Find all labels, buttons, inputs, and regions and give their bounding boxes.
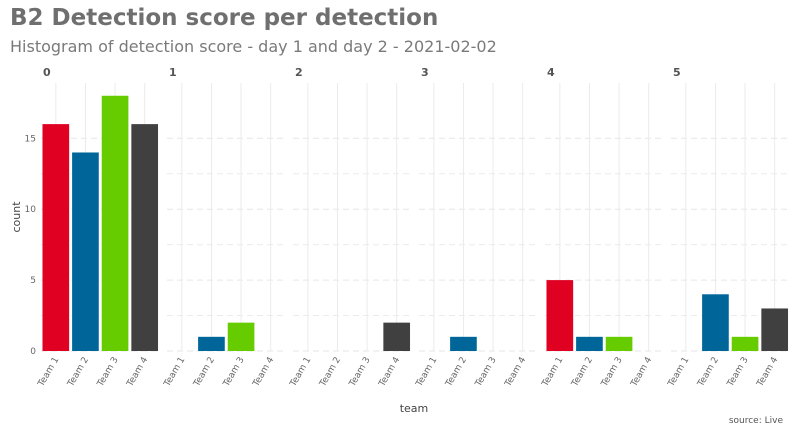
x-tick-label: Team 2 — [192, 356, 217, 390]
bar-3-team-2 — [450, 336, 477, 351]
y-tick-label: 10 — [25, 205, 37, 215]
x-tick-label: Team 1 — [288, 356, 313, 390]
x-tick-label: Team 2 — [66, 356, 91, 390]
source-caption: source: Live — [728, 416, 783, 426]
x-tick-label: Team 3 — [95, 356, 120, 390]
x-axis-title: team — [400, 402, 429, 415]
facet-label-1: 1 — [169, 66, 177, 79]
bar-4-team-2 — [576, 336, 603, 351]
x-tick-label: Team 4 — [503, 355, 528, 389]
x-tick-label: Team 2 — [696, 356, 721, 390]
x-tick-label: Team 4 — [125, 355, 150, 389]
x-tick-label: Team 3 — [599, 356, 624, 390]
x-tick-label: Team 1 — [414, 356, 439, 390]
bar-4-team-3 — [605, 336, 633, 351]
x-tick-label: Team 4 — [251, 355, 276, 389]
facet-label-4: 4 — [547, 66, 555, 79]
chart-subtitle: Histogram of detection score - day 1 and… — [10, 37, 497, 56]
x-tick-label: Team 2 — [444, 356, 469, 390]
facet-label-3: 3 — [421, 66, 429, 79]
x-tick-label: Team 1 — [36, 356, 61, 390]
bar-0-team-2 — [72, 152, 99, 351]
bar-5-team-2 — [702, 294, 729, 351]
x-tick-label: Team 3 — [473, 356, 498, 390]
x-tick-label: Team 3 — [725, 356, 750, 390]
y-tick-label: 5 — [30, 276, 36, 286]
y-tick-label: 15 — [25, 134, 36, 144]
facet-label-0: 0 — [43, 66, 51, 79]
x-tick-label: Team 1 — [162, 356, 187, 390]
bar-0-team-3 — [101, 95, 129, 351]
bar-0-team-1 — [42, 124, 70, 351]
bar-0-team-4 — [131, 124, 159, 351]
x-tick-label: Team 3 — [221, 356, 246, 390]
facet-label-2: 2 — [295, 66, 303, 79]
x-tick-label: Team 3 — [347, 356, 372, 390]
bar-4-team-1 — [546, 280, 574, 351]
chart-title: B2 Detection score per detection — [10, 5, 439, 31]
bar-5-team-3 — [731, 336, 759, 351]
x-tick-label: Team 1 — [666, 356, 691, 390]
y-tick-label: 0 — [30, 347, 36, 357]
x-tick-label: Team 4 — [755, 355, 780, 389]
x-tick-label: Team 2 — [318, 356, 343, 390]
x-tick-label: Team 4 — [629, 355, 654, 389]
bar-1-team-3 — [227, 322, 255, 351]
x-tick-label: Team 2 — [570, 356, 595, 390]
x-tick-label: Team 1 — [540, 356, 565, 390]
y-axis-title: count — [10, 201, 23, 233]
x-tick-label: Team 4 — [377, 355, 402, 389]
facet-label-5: 5 — [673, 66, 681, 79]
bar-5-team-4 — [761, 308, 789, 351]
bar-1-team-2 — [198, 336, 225, 351]
bar-2-team-4 — [383, 322, 411, 351]
